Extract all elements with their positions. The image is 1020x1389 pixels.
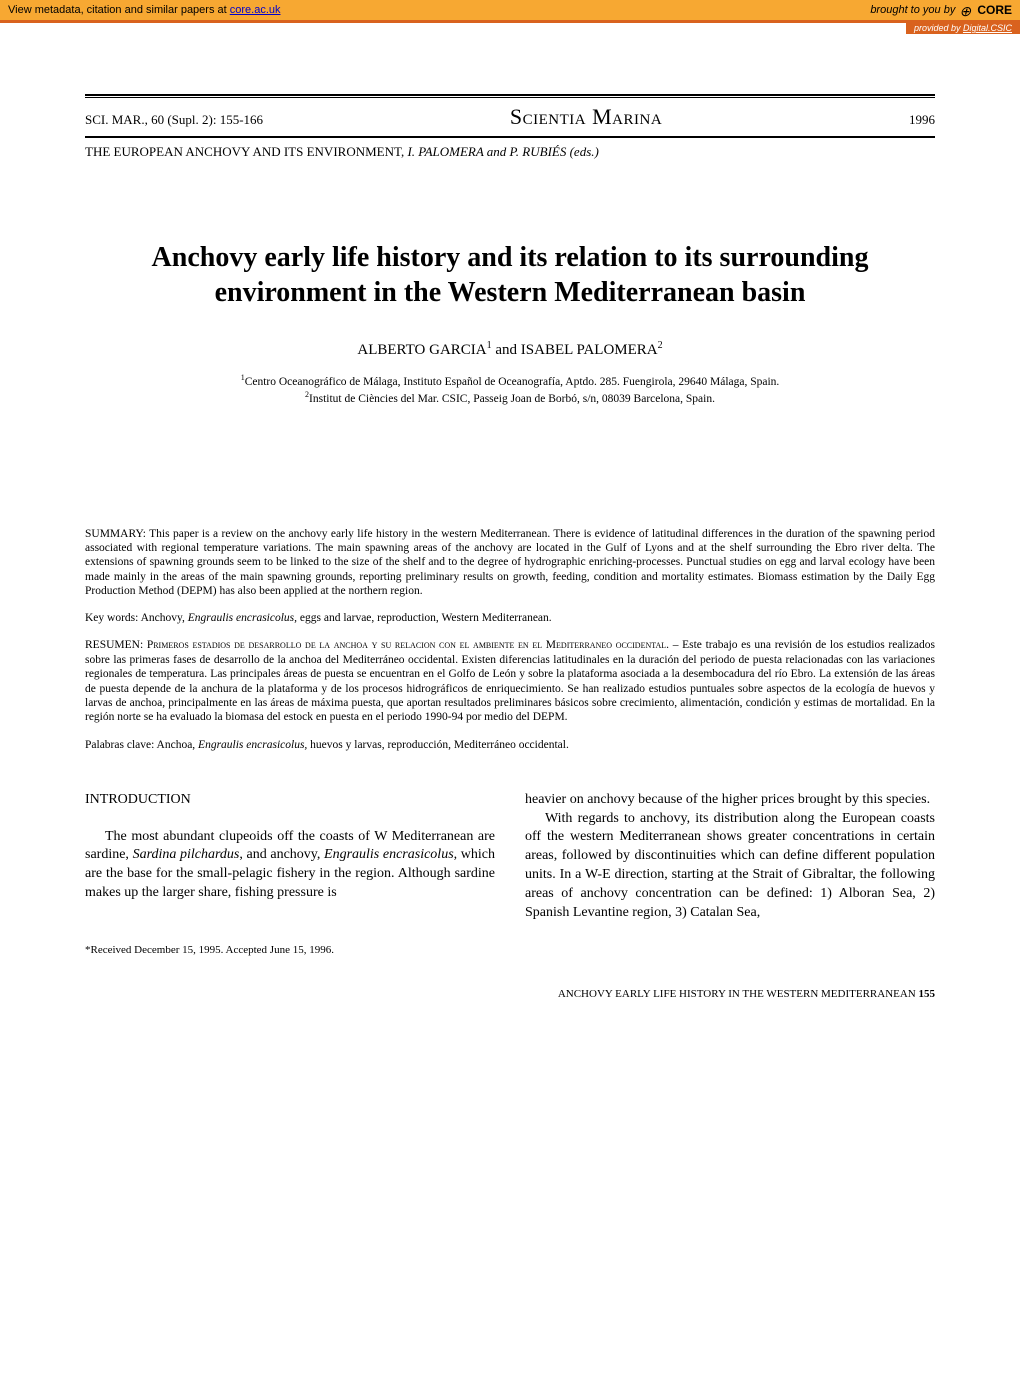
- keywords-es-pre: Anchoa,: [157, 739, 199, 751]
- summary-block: SUMMARY: This paper is a review on the a…: [85, 527, 935, 599]
- col2-para2: With regards to anchovy, its distributio…: [525, 810, 935, 923]
- conference-editors: I. PALOMERA and P. RUBIÉS (eds.): [407, 144, 598, 159]
- affiliation-2: Institut de Ciències del Mar. CSIC, Pass…: [309, 393, 715, 405]
- resumen-title: Primeros estadios de desarrollo de la an…: [147, 639, 669, 651]
- page-footer: ANCHOVY EARLY LIFE HISTORY IN THE WESTER…: [85, 988, 935, 1000]
- banner-left: View metadata, citation and similar pape…: [8, 4, 281, 16]
- affiliations: 1Centro Oceanográfico de Málaga, Institu…: [85, 373, 935, 407]
- author-2-sup: 2: [658, 340, 663, 351]
- col1-para1: The most abundant clupeoids off the coas…: [85, 828, 495, 904]
- keywords-en-pre: Anchovy,: [141, 612, 188, 624]
- metadata-link[interactable]: core.ac.uk: [230, 4, 281, 16]
- metadata-banner: View metadata, citation and similar pape…: [0, 0, 1020, 20]
- keywords-es-species: Engraulis encrasicolus,: [198, 739, 307, 751]
- provided-by-prefix: provided by: [914, 23, 963, 33]
- keywords-en: Key words: Anchovy, Engraulis encrasicol…: [85, 612, 935, 624]
- body-two-column: INTRODUCTION The most abundant clupeoids…: [85, 791, 935, 958]
- author-2: ISABEL PALOMERA: [521, 342, 658, 358]
- authors-and: and: [492, 342, 521, 358]
- summary-label: SUMMARY:: [85, 528, 149, 540]
- received-footnote: *Received December 15, 1995. Accepted Ju…: [85, 943, 495, 958]
- authors: ALBERTO GARCIA1 and ISABEL PALOMERA2: [85, 340, 935, 359]
- keywords-en-species: Engraulis encrasicolus,: [188, 612, 297, 624]
- keywords-es: Palabras clave: Anchoa, Engraulis encras…: [85, 739, 935, 751]
- brought-by-text: brought to you by: [870, 4, 955, 16]
- keywords-en-label: Key words:: [85, 612, 141, 624]
- resumen-text: – Este trabajo es una revisión de los es…: [85, 639, 935, 723]
- header-row: SCI. MAR., 60 (Supl. 2): 155-166 Scienti…: [85, 98, 935, 136]
- page-content: SCI. MAR., 60 (Supl. 2): 155-166 Scienti…: [0, 34, 1020, 1040]
- column-right: heavier on anchovy because of the higher…: [525, 791, 935, 958]
- running-head: ANCHOVY EARLY LIFE HISTORY IN THE WESTER…: [558, 988, 919, 1000]
- keywords-en-post: eggs and larvae, reproduction, Western M…: [297, 612, 552, 624]
- keywords-es-post: huevos y larvas, reproducción, Mediterrá…: [307, 739, 569, 751]
- affiliation-1: Centro Oceanográfico de Málaga, Institut…: [245, 376, 780, 388]
- column-left: INTRODUCTION The most abundant clupeoids…: [85, 791, 495, 958]
- article-title: Anchovy early life history and its relat…: [85, 240, 935, 310]
- journal-name: Scientia Marina: [510, 104, 662, 130]
- publication-year: 1996: [909, 112, 935, 128]
- summary-text: This paper is a review on the anchovy ea…: [85, 528, 935, 598]
- author-1: ALBERTO GARCIA: [357, 342, 486, 358]
- provided-by-tag: provided by Digital.CSIC: [906, 22, 1020, 34]
- keywords-es-label: Palabras clave:: [85, 739, 157, 751]
- provided-by-link[interactable]: Digital.CSIC: [963, 23, 1012, 33]
- col1-p1-species1: Sardina pilchardus: [133, 847, 240, 862]
- core-logo: CORE: [977, 3, 1012, 17]
- sub-banner-stripe: [0, 20, 1020, 23]
- resumen-label: RESUMEN:: [85, 639, 147, 651]
- header-rule-bottom: [85, 136, 935, 138]
- conference-line: THE EUROPEAN ANCHOVY AND ITS ENVIRONMENT…: [85, 144, 935, 160]
- citation: SCI. MAR., 60 (Supl. 2): 155-166: [85, 112, 263, 128]
- resumen-block: RESUMEN: Primeros estadios de desarrollo…: [85, 638, 935, 724]
- metadata-text: View metadata, citation and similar pape…: [8, 4, 230, 16]
- intro-heading: INTRODUCTION: [85, 791, 495, 810]
- col2-para1: heavier on anchovy because of the higher…: [525, 791, 935, 810]
- banner-right: brought to you by CORE: [870, 3, 1012, 17]
- conference-prefix: THE EUROPEAN ANCHOVY AND ITS ENVIRONMENT…: [85, 144, 407, 159]
- col1-p1-mid: , and anchovy,: [239, 847, 324, 862]
- col1-p1-species2: Engraulis encrasicolus: [324, 847, 454, 862]
- core-icon: [959, 3, 973, 17]
- page-number: 155: [919, 988, 936, 1000]
